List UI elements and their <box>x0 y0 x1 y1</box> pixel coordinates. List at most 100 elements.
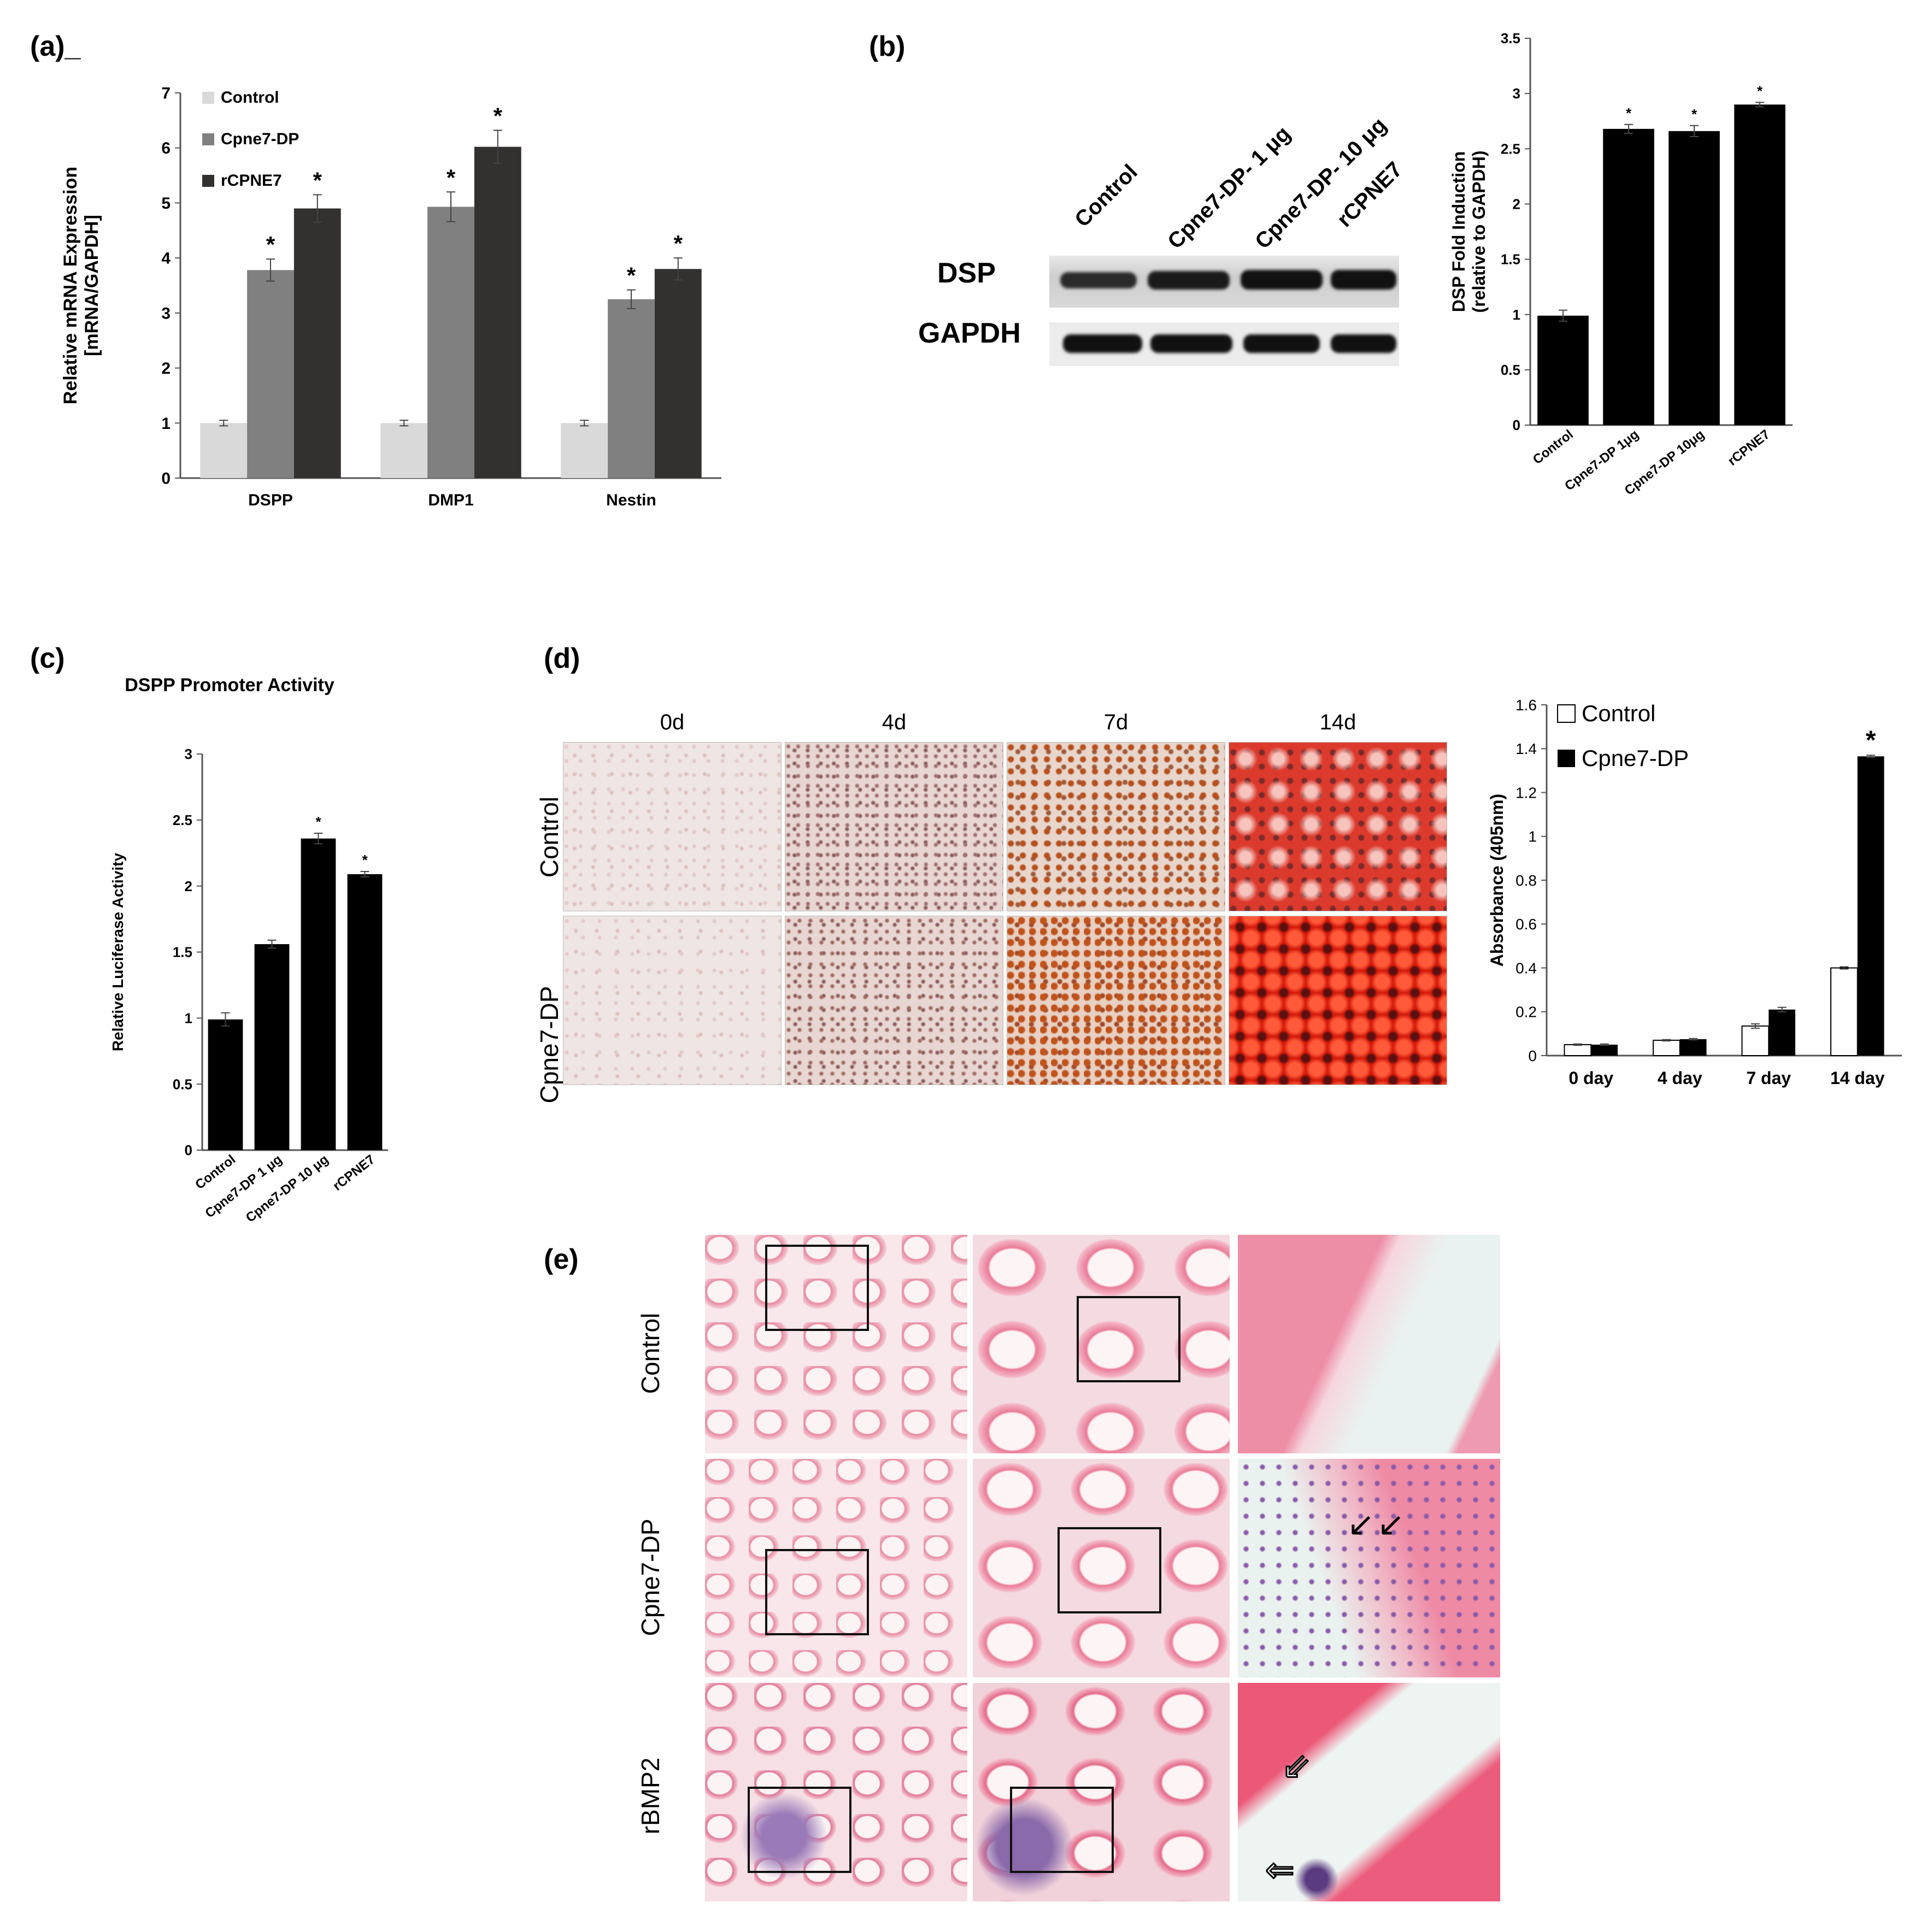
y-tick-label: 2 <box>185 878 192 894</box>
significance-marker: * <box>627 263 636 288</box>
y-tick-label: 1.4 <box>1515 740 1537 757</box>
stain-control-0d <box>563 742 782 911</box>
bar <box>1769 1009 1795 1056</box>
legend-label: Cpne7-DP <box>221 130 299 148</box>
legend-label: rCPNE7 <box>221 172 282 190</box>
histology-grid: Control Cpne7-DP rBMP2 ↙ ↙ ⇙ ⇐ <box>636 1235 1519 1929</box>
bar <box>1741 1025 1770 1056</box>
y-tick-label: 2.5 <box>173 812 192 828</box>
y-axis-label: Absorbance (405nm) <box>1487 794 1507 967</box>
gapdh-band <box>1331 334 1396 353</box>
x-category-label: DSPP <box>248 491 293 509</box>
bar <box>208 1019 243 1150</box>
bar <box>380 423 428 478</box>
chart-c-dspp-promoter-activity: 0 0.5 1 1.5 2 2.5 3 Relative Luciferase Activit… <box>109 675 388 1226</box>
stain-control-4d <box>785 742 1003 911</box>
y-tick-label: 5 <box>161 195 171 213</box>
y-tick-label: 3.5 <box>1501 30 1520 46</box>
blot-col-label-control: Control <box>1070 160 1142 232</box>
legend-label: Control <box>221 89 279 107</box>
blot-gapdh-strip <box>1049 322 1399 366</box>
staining-row-label-control: Control <box>535 796 563 878</box>
dsp-band <box>1148 271 1230 290</box>
x-category-label: 7 day <box>1746 1068 1791 1088</box>
bar <box>1679 1039 1707 1056</box>
bar <box>200 423 248 478</box>
significance-marker: * <box>1691 106 1697 122</box>
bar <box>1857 756 1884 1056</box>
y-tick-label: 2 <box>161 360 171 378</box>
staining-row-label-cpne7: Cpne7-DP <box>535 986 563 1104</box>
histo-cpne7-low <box>705 1459 967 1677</box>
gapdh-band <box>1150 334 1232 353</box>
y-tick-label: 4 <box>161 250 171 268</box>
legend-swatch <box>1558 750 1575 767</box>
x-category-label: rCPNE7 <box>330 1152 378 1193</box>
y-tick-label: 7 <box>161 85 171 103</box>
y-tick-label: 1.6 <box>1515 697 1537 714</box>
significance-marker: * <box>494 103 503 128</box>
y-tick-label: 0.2 <box>1515 1004 1537 1021</box>
bar <box>654 269 702 478</box>
y-tick-label: 3 <box>1513 85 1520 102</box>
y-tick-label: 1.5 <box>1501 251 1520 268</box>
staining-col-label-14d: 14d <box>1319 710 1356 734</box>
blot-dsp-strip <box>1049 256 1399 308</box>
histology-row-label-rbmp2: rBMP2 <box>636 1757 665 1835</box>
histo-control-mid <box>973 1235 1230 1453</box>
stain-cpne7-0d <box>563 916 782 1085</box>
histology-row-label-cpne7: Cpne7-DP <box>636 1518 665 1636</box>
legend-swatch <box>1557 704 1576 723</box>
bar <box>347 874 383 1150</box>
histo-rbmp2-mid <box>973 1683 1230 1901</box>
arrow-icon: ↙ <box>1377 1506 1405 1542</box>
histo-cpne7-high: ↙ ↙ <box>1238 1459 1500 1677</box>
dsp-band <box>1241 270 1323 290</box>
x-category-label: Control <box>1530 427 1576 467</box>
histo-cpne7-mid <box>973 1459 1230 1677</box>
y-axis-label: [mRNA/GAPDH] <box>81 215 102 356</box>
chart-d-absorbance: 0 0.2 0.4 0.6 0.8 1 1.2 1.4 1.6 Absorbance (405nm… <box>1487 697 1902 1088</box>
y-axis-label: DSP Fold Induction <box>1449 151 1468 313</box>
blot-row-label-gapdh: GAPDH <box>918 317 1021 349</box>
significance-marker: * <box>674 231 683 256</box>
hollow-arrow-icon: ⇐ <box>1265 1850 1296 1889</box>
x-category-label: rCPNE7 <box>1725 427 1773 468</box>
y-tick-label: 1.5 <box>173 944 192 961</box>
bar <box>1734 104 1785 425</box>
y-tick-label: 0 <box>185 1142 192 1158</box>
x-category-label: Cpne7-DP 1 μg <box>202 1152 285 1221</box>
bar <box>474 146 521 478</box>
significance-marker: * <box>266 232 275 257</box>
bar <box>247 270 294 478</box>
stain-cpne7-7d <box>1007 916 1225 1085</box>
significance-marker: * <box>313 167 322 193</box>
panel-label-a: (a)_ <box>30 31 81 62</box>
significance-marker: * <box>447 164 456 190</box>
bar <box>1591 1044 1618 1056</box>
chart-b-dsp-fold-induction: 0 0.5 1 1.5 2 2.5 3 3.5 DSP Fold Induction (relat… <box>1449 30 1793 498</box>
y-tick-label: 0.5 <box>173 1076 192 1092</box>
x-category-label: Nestin <box>606 491 656 509</box>
stain-cpne7-14d <box>1229 916 1447 1085</box>
significance-marker: * <box>1757 83 1763 99</box>
legend-label: Control <box>1582 700 1655 726</box>
y-tick-label: 0.8 <box>1515 872 1537 889</box>
y-axis-label: Relative mRNA Expression <box>60 167 81 404</box>
y-tick-label: 1.2 <box>1515 784 1537 801</box>
histo-rbmp2-high: ⇙ ⇐ <box>1238 1683 1500 1901</box>
significance-marker: * <box>1866 726 1876 755</box>
panel-label-e: (e) <box>544 1244 579 1275</box>
blot-row-label-dsp: DSP <box>937 257 996 289</box>
significance-marker: * <box>362 852 368 868</box>
y-tick-label: 0.4 <box>1515 959 1537 976</box>
bar <box>1830 967 1858 1056</box>
y-tick-label: 3 <box>161 304 171 322</box>
legend-label: Cpne7-DP <box>1582 745 1689 771</box>
stain-control-7d <box>1007 742 1225 911</box>
x-category-label: 0 day <box>1568 1068 1613 1088</box>
y-axis-label: Relative Luciferase Activity <box>109 853 126 1052</box>
x-category-label: Cpne7-DP 10 μg <box>243 1152 331 1225</box>
bar <box>1653 1039 1681 1056</box>
stain-control-14d <box>1229 742 1447 911</box>
